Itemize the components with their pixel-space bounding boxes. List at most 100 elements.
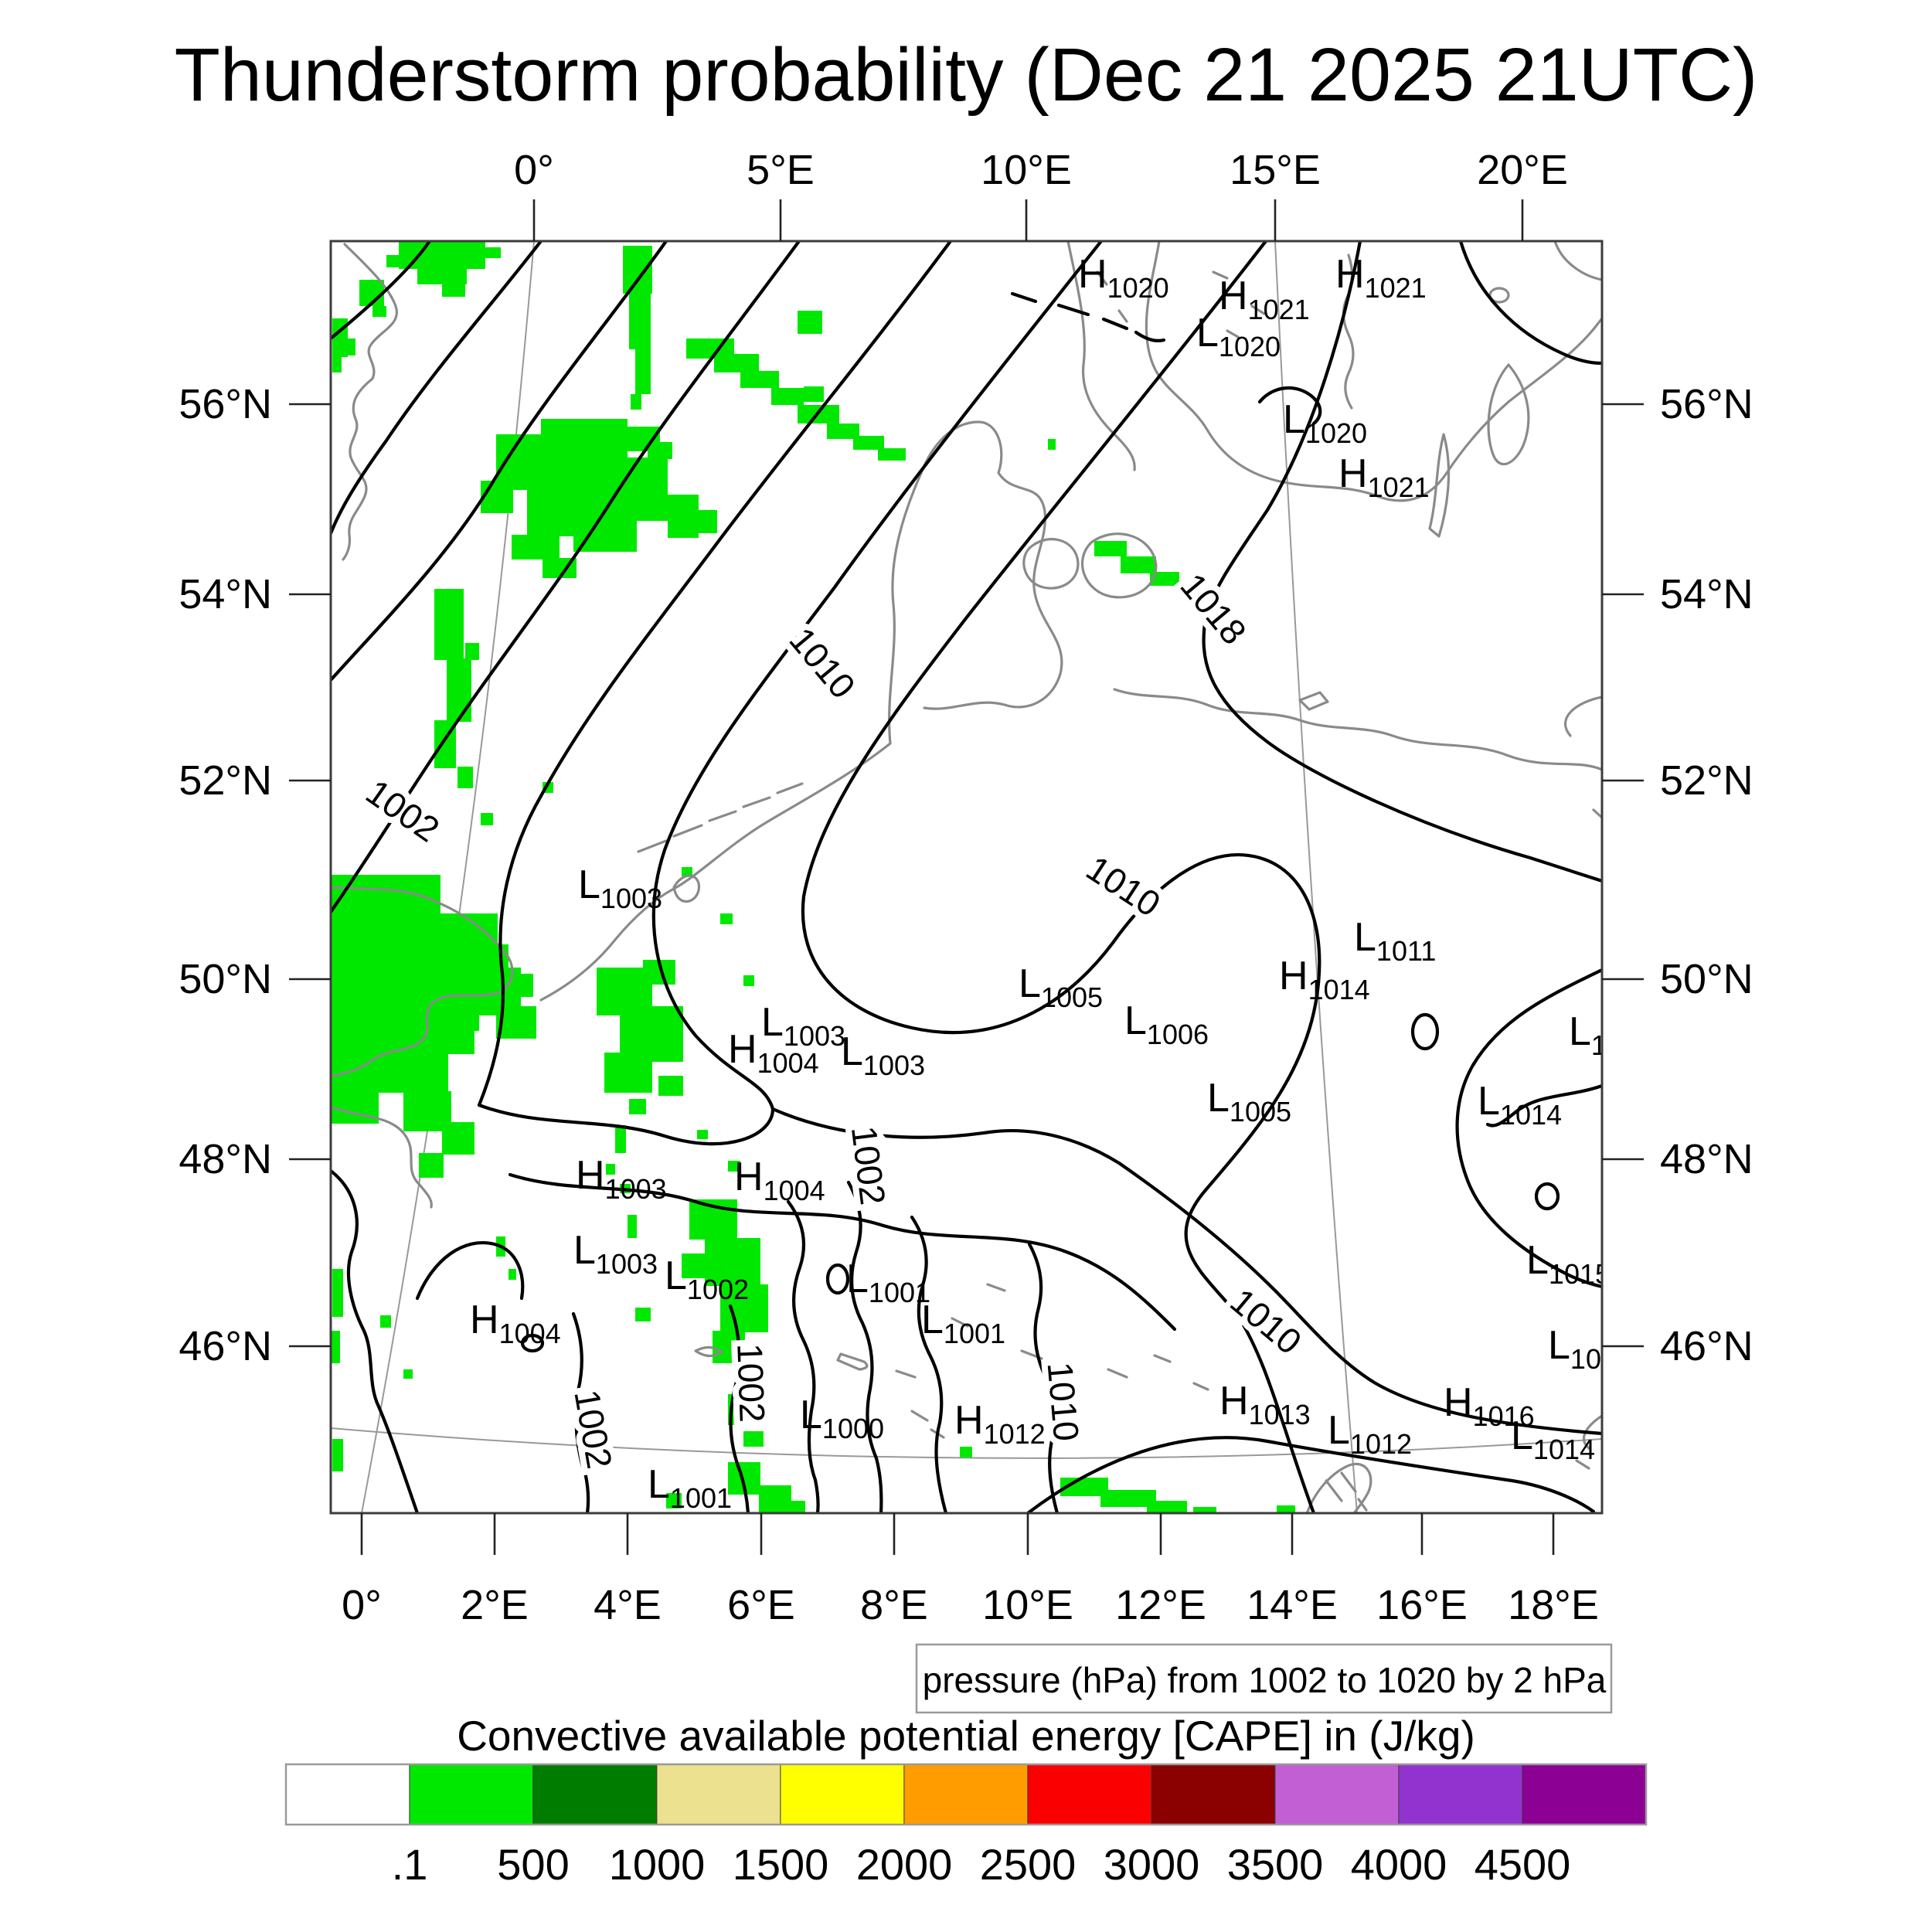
- pressure-legend-box: [915, 1643, 1613, 1714]
- isobar-value-label: 1002: [566, 1386, 620, 1471]
- axis-right: 56°N 54°N 52°N 50°N 48°N 46°N: [1602, 381, 1753, 1369]
- colorbar-segment: [1274, 1764, 1400, 1825]
- isobar-value-label: 1018: [1172, 566, 1254, 652]
- page-title: Thunderstorm probability (Dec 21 2025 21…: [175, 32, 1758, 117]
- high-pressure-label: H1004: [734, 1155, 825, 1206]
- axis-label-right: 54°N: [1660, 571, 1753, 617]
- axis-label-bottom: 16°E: [1376, 1582, 1468, 1628]
- axis-label-top: 0°: [514, 147, 554, 193]
- isobar-value-label: 1010: [1223, 1281, 1309, 1362]
- low-pressure-label: L1003: [573, 1228, 658, 1280]
- axis-label-bottom: 8°E: [860, 1582, 928, 1628]
- axis-label-left: 50°N: [179, 956, 272, 1002]
- low-pressure-label: L1020: [1196, 311, 1281, 362]
- map-frame: [329, 240, 1604, 1515]
- isobar-value-label: 1002: [730, 1342, 773, 1423]
- axis-bottom: 0° 2°E 4°E 6°E 8°E 10°E 12°E 14°E 16°E 18°E: [342, 1513, 1599, 1628]
- axis-label-right: 52°N: [1660, 757, 1753, 804]
- axis-top: 0° 5°E 10°E 15°E 20°E: [514, 147, 1568, 241]
- axis-label-right: 50°N: [1660, 956, 1753, 1002]
- colorbar-segment: [1027, 1764, 1152, 1825]
- low-pressure-label: L1015: [1526, 1238, 1611, 1290]
- colorbar-segment: [1151, 1764, 1276, 1825]
- low-pressure-label: L1003: [841, 1029, 925, 1081]
- coastlines: [331, 241, 1602, 1513]
- axis-label-bottom: 18°E: [1508, 1582, 1599, 1628]
- colorbar-tick-label: 3000: [1104, 1840, 1200, 1889]
- cape-colorbar: [285, 1764, 1647, 1825]
- high-pressure-label: H1014: [1279, 954, 1370, 1005]
- colorbar-segment: [903, 1764, 1029, 1825]
- low-pressure-label: L1020: [1283, 397, 1367, 449]
- colorbar-tick-label: 3500: [1227, 1840, 1324, 1889]
- low-pressure-label: L1005: [1207, 1076, 1291, 1128]
- isobar-value-label: 1010: [1040, 1360, 1087, 1442]
- colorbar-tick-label: 500: [497, 1840, 569, 1889]
- pressure-legend-text: pressure (hPa) from 1002 to 1020 by 2 hP…: [923, 1660, 1607, 1700]
- meridian-15E: [1274, 241, 1358, 1513]
- high-pressure-label: H1004: [728, 1027, 819, 1079]
- parallel-45N: [331, 1427, 1602, 1459]
- high-pressure-label: H1021: [1338, 451, 1430, 503]
- low-pressure-label: L101: [1548, 1323, 1617, 1375]
- low-pressure-label: L1014: [1478, 1079, 1562, 1131]
- axis-label-left: 56°N: [179, 381, 272, 427]
- axis-label-left: 54°N: [179, 571, 272, 617]
- low-pressure-label: L1014: [1511, 1413, 1595, 1465]
- colorbar-tick-label: 1500: [733, 1840, 829, 1889]
- low-pressure-label: L1001: [648, 1462, 732, 1514]
- colorbar-tick-label: 4000: [1351, 1840, 1447, 1889]
- high-pressure-label: H1021: [1219, 274, 1310, 325]
- map-area: 1002 1010 1018 1010 1010 1002 1002 1002 1010 H10…: [331, 241, 1622, 1514]
- colorbar-segment: [1398, 1764, 1523, 1825]
- low-pressure-label: L1001: [921, 1298, 1005, 1349]
- colorbar-tick-label: 4500: [1475, 1840, 1571, 1889]
- axis-label-top: 5°E: [747, 147, 815, 193]
- axis-label-right: 46°N: [1660, 1323, 1753, 1369]
- low-pressure-label: L1011: [1354, 915, 1436, 967]
- high-pressure-label: H1020: [1078, 252, 1169, 304]
- axis-label-bottom: 4°E: [594, 1582, 662, 1628]
- colorbar-tick-label: 2500: [980, 1840, 1077, 1889]
- isobar-value-label: 1010: [781, 620, 863, 706]
- axis-label-left: 46°N: [179, 1323, 272, 1369]
- low-pressure-label: L1012: [1328, 1408, 1412, 1460]
- high-pressure-label: H1004: [470, 1298, 561, 1349]
- axis-label-top: 15°E: [1230, 147, 1321, 193]
- pressure-center-labels: H1020 H1021L1020H1021L1020H1021L1003L1011…: [470, 252, 1622, 1514]
- colorbar-tick-label: 1000: [609, 1840, 706, 1889]
- low-pressure-label: L1002: [665, 1253, 749, 1305]
- pressure-contours: [331, 241, 1602, 1513]
- colorbar-tick-label: 2000: [856, 1840, 953, 1889]
- isobar-value-label: 1002: [844, 1124, 893, 1207]
- axis-label-bottom: 14°E: [1247, 1582, 1338, 1628]
- low-pressure-label: L1003: [761, 1000, 845, 1052]
- colorbar-segment: [532, 1764, 658, 1825]
- colorbar-tick-labels: .1 500 1000 1500 2000 2500 3000 3500 4000 4500: [392, 1840, 1571, 1889]
- low-pressure-label: L1001: [846, 1257, 930, 1308]
- colorbar-frame: [284, 1763, 1648, 1826]
- colorbar-segment: [409, 1764, 534, 1825]
- colorbar-tick-label: .1: [392, 1840, 428, 1889]
- axis-label-left: 48°N: [179, 1136, 272, 1182]
- low-pressure-label: L1000: [800, 1393, 884, 1444]
- high-pressure-label: H1013: [1219, 1379, 1311, 1430]
- axis-label-right: 56°N: [1660, 381, 1753, 427]
- colorbar-segment: [285, 1764, 410, 1825]
- low-pressure-label: L1006: [1124, 998, 1209, 1050]
- high-pressure-label: H1003: [576, 1153, 667, 1205]
- colorbar-segment: [780, 1764, 905, 1825]
- axis-label-bottom: 12°E: [1115, 1582, 1206, 1628]
- colorbar-segment: [656, 1764, 781, 1825]
- colorbar-title: Convective available potential energy [C…: [457, 1712, 1475, 1760]
- isobar-value-label: 1002: [359, 771, 447, 849]
- isobar-value-label: 1010: [1080, 848, 1168, 924]
- colorbar-segment: [1522, 1764, 1647, 1825]
- high-pressure-label: H1021: [1335, 252, 1427, 304]
- low-pressure-label: L1005: [1019, 961, 1103, 1013]
- axis-label-top: 20°E: [1477, 147, 1568, 193]
- axis-label-bottom: 0°: [342, 1582, 382, 1628]
- low-pressure-label: L10: [1569, 1009, 1622, 1061]
